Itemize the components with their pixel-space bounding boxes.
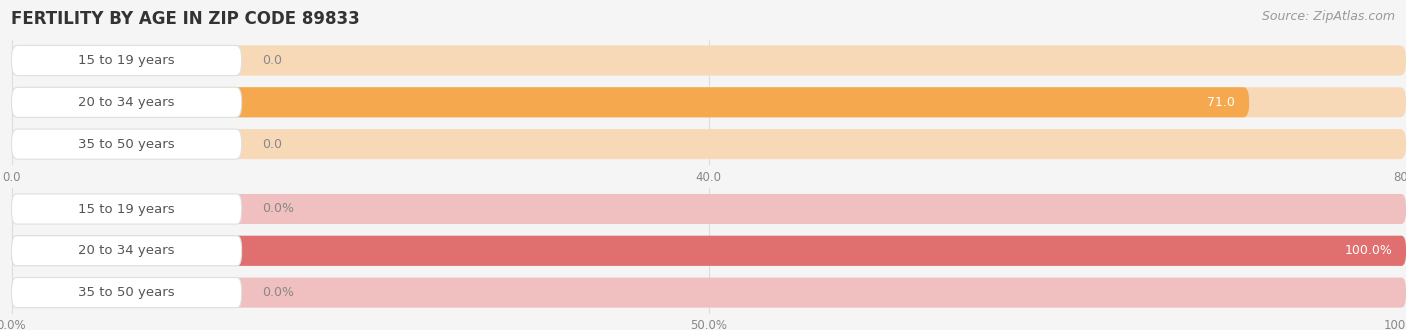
FancyBboxPatch shape bbox=[11, 236, 1406, 266]
Text: 71.0: 71.0 bbox=[1208, 96, 1236, 109]
FancyBboxPatch shape bbox=[11, 194, 242, 224]
FancyBboxPatch shape bbox=[11, 278, 1406, 308]
Text: 20 to 34 years: 20 to 34 years bbox=[79, 244, 174, 257]
Text: 0.0: 0.0 bbox=[263, 54, 283, 67]
Text: 15 to 19 years: 15 to 19 years bbox=[79, 203, 174, 215]
Text: 0.0%: 0.0% bbox=[263, 286, 294, 299]
FancyBboxPatch shape bbox=[11, 87, 1249, 117]
Text: Source: ZipAtlas.com: Source: ZipAtlas.com bbox=[1261, 10, 1395, 23]
FancyBboxPatch shape bbox=[11, 236, 242, 266]
Text: 100.0%: 100.0% bbox=[1344, 244, 1392, 257]
FancyBboxPatch shape bbox=[11, 46, 242, 76]
Text: FERTILITY BY AGE IN ZIP CODE 89833: FERTILITY BY AGE IN ZIP CODE 89833 bbox=[11, 10, 360, 28]
FancyBboxPatch shape bbox=[11, 46, 1406, 76]
Text: 20 to 34 years: 20 to 34 years bbox=[79, 96, 174, 109]
FancyBboxPatch shape bbox=[11, 129, 1406, 159]
FancyBboxPatch shape bbox=[11, 236, 1406, 266]
Text: 15 to 19 years: 15 to 19 years bbox=[79, 54, 174, 67]
Text: 0.0%: 0.0% bbox=[263, 203, 294, 215]
Text: 35 to 50 years: 35 to 50 years bbox=[79, 286, 174, 299]
Text: 0.0: 0.0 bbox=[263, 138, 283, 150]
FancyBboxPatch shape bbox=[11, 87, 242, 117]
Text: 35 to 50 years: 35 to 50 years bbox=[79, 138, 174, 150]
FancyBboxPatch shape bbox=[11, 129, 242, 159]
FancyBboxPatch shape bbox=[11, 87, 1406, 117]
FancyBboxPatch shape bbox=[11, 278, 242, 308]
FancyBboxPatch shape bbox=[11, 194, 1406, 224]
